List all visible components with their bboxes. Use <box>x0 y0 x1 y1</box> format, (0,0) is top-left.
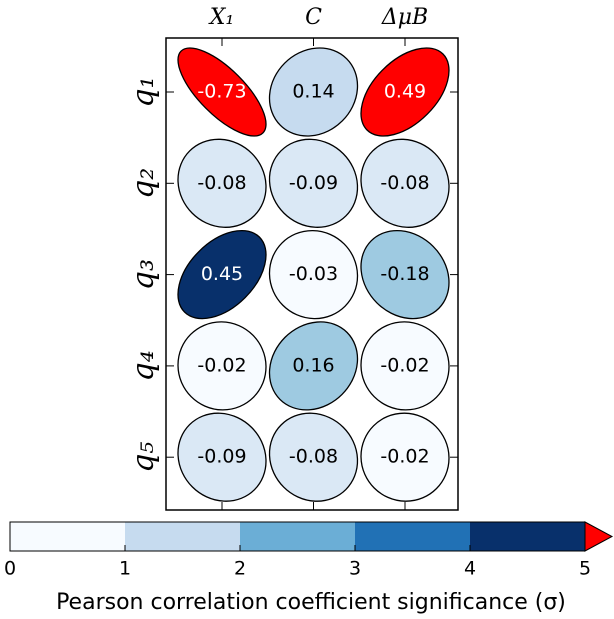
column-label: ΔμB <box>381 5 428 30</box>
colorbar-tick-label: 4 <box>464 558 476 580</box>
correlation-ellipse <box>268 321 359 411</box>
colorbar-tick-label: 0 <box>4 558 16 580</box>
value-label: -0.02 <box>380 446 429 468</box>
colorbar-segment <box>470 522 585 551</box>
colorbar-segment <box>125 522 240 551</box>
column-label: C <box>305 5 322 30</box>
correlation-ellipse <box>268 47 359 137</box>
row-label: q₁ <box>126 76 161 107</box>
colorbar-extension <box>584 521 614 552</box>
correlation-ellipse <box>177 229 267 320</box>
colorbar-segment <box>10 522 125 551</box>
correlation-ellipse <box>360 412 450 502</box>
value-label: 0.49 <box>384 81 426 103</box>
colorbar-tick-label: 3 <box>349 558 361 580</box>
value-label: -0.08 <box>289 446 338 468</box>
correlation-ellipse <box>360 47 450 137</box>
colorbar-segment <box>240 522 355 551</box>
value-label: 0.45 <box>201 263 243 285</box>
value-label: 0.14 <box>292 81 334 103</box>
colorbar-segment <box>355 522 470 551</box>
matrix-frame <box>165 37 459 511</box>
value-label: -0.02 <box>380 354 429 376</box>
correlation-ellipse <box>268 412 359 502</box>
value-label: 0.16 <box>292 354 334 376</box>
value-label: -0.09 <box>289 172 338 194</box>
value-label: -0.02 <box>197 354 246 376</box>
value-label: -0.08 <box>197 172 246 194</box>
colorbar-tick-label: 2 <box>234 558 246 580</box>
value-label: -0.03 <box>289 263 338 285</box>
correlation-ellipse <box>177 47 267 137</box>
value-label: -0.08 <box>380 172 429 194</box>
row-label: q₄ <box>126 350 161 381</box>
colorbar-tick-label: 1 <box>119 558 131 580</box>
colorbar-tick-label: 5 <box>579 558 591 580</box>
colorbar-frame <box>9 521 586 552</box>
correlation-ellipse <box>268 229 359 320</box>
colorbar-label: Pearson correlation coefficient signific… <box>56 590 566 615</box>
correlation-ellipse <box>177 321 267 411</box>
correlation-ellipse <box>268 138 359 228</box>
column-label: X₁ <box>208 5 234 30</box>
correlation-ellipse <box>360 229 450 320</box>
row-label: q₃ <box>126 259 161 290</box>
row-label: q₅ <box>126 442 161 473</box>
row-label: q₂ <box>126 168 161 199</box>
correlation-ellipse <box>360 138 450 228</box>
correlation-ellipse <box>177 412 267 502</box>
value-label: -0.09 <box>197 446 246 468</box>
value-label: -0.73 <box>197 81 246 103</box>
value-label: -0.18 <box>380 263 429 285</box>
correlation-ellipse <box>360 321 450 411</box>
